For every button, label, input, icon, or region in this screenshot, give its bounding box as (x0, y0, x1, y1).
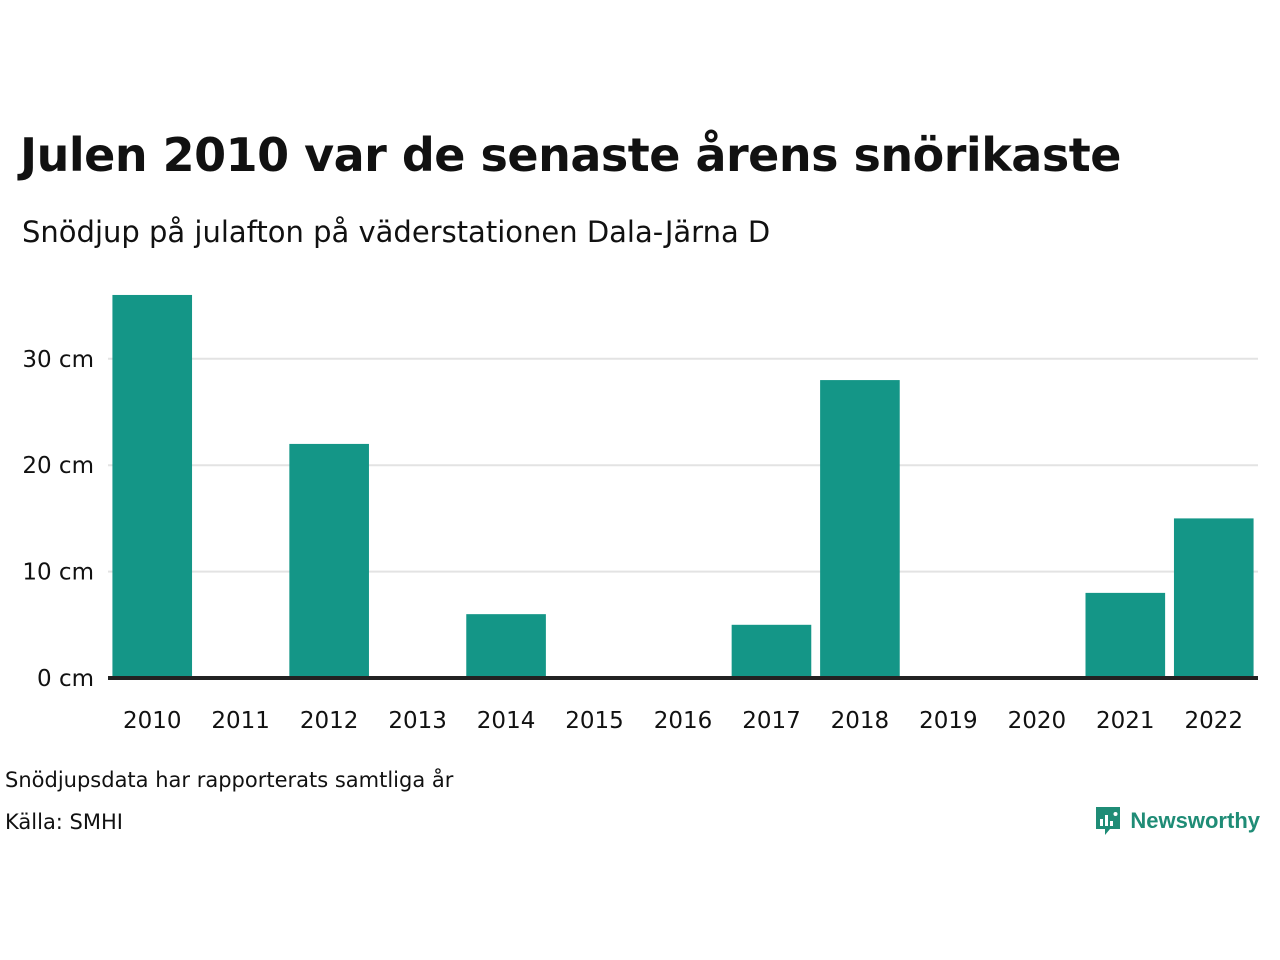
y-tick-label: 30 cm (22, 347, 94, 373)
bar-2010 (112, 294, 193, 678)
x-tick-label-2020: 2020 (1008, 708, 1067, 734)
x-tick-label-2013: 2013 (388, 708, 447, 734)
x-tick-label-2014: 2014 (477, 708, 536, 734)
brand-name: Newsworthy (1130, 808, 1260, 833)
bar-2017 (731, 624, 812, 678)
brand-logo: Newsworthy (1094, 805, 1260, 837)
x-tick-label-2017: 2017 (742, 708, 801, 734)
x-tick-label-2021: 2021 (1096, 708, 1155, 734)
y-axis-ticks: 0 cm 10 cm 20 cm 30 cm (22, 347, 94, 692)
x-tick-label-2019: 2019 (919, 708, 978, 734)
y-tick-label: 20 cm (22, 453, 94, 479)
y-tick-label: 10 cm (22, 560, 94, 586)
x-tick-label-2018: 2018 (831, 708, 890, 734)
bar-2014 (466, 614, 546, 678)
x-tick-label-2016: 2016 (654, 708, 713, 734)
chart-title: Julen 2010 var de senaste årens snörikas… (20, 128, 1121, 182)
x-tick-label-2015: 2015 (565, 708, 624, 734)
bar-2018 (820, 380, 900, 678)
grid-lines (108, 357, 1258, 573)
x-tick-label-2012: 2012 (300, 708, 359, 734)
bar-chart-bubble-icon (1096, 807, 1121, 835)
x-tick-label-2010: 2010 (123, 708, 182, 734)
chart-subtitle: Snödjup på julafton på väderstationen Da… (22, 215, 771, 249)
y-tick-label: 0 cm (37, 666, 94, 692)
footer-note: Snödjupsdata har rapporterats samtliga å… (5, 768, 454, 792)
bar-chart: 0 cm 10 cm 20 cm 30 cm 2010 2011 2012 2013 2014… (22, 294, 1258, 734)
bar-2021 (1085, 592, 1166, 678)
bar-2012 (289, 443, 369, 678)
x-tick-label-2011: 2011 (211, 708, 270, 734)
bars (112, 294, 1254, 678)
x-tick-label-2022: 2022 (1184, 708, 1243, 734)
footer-source: Källa: SMHI (5, 810, 123, 834)
x-axis-ticks: 2010 2011 2012 2013 2014 2015 2016 2017 2018 2019… (123, 708, 1243, 734)
bar-2022 (1173, 518, 1254, 678)
